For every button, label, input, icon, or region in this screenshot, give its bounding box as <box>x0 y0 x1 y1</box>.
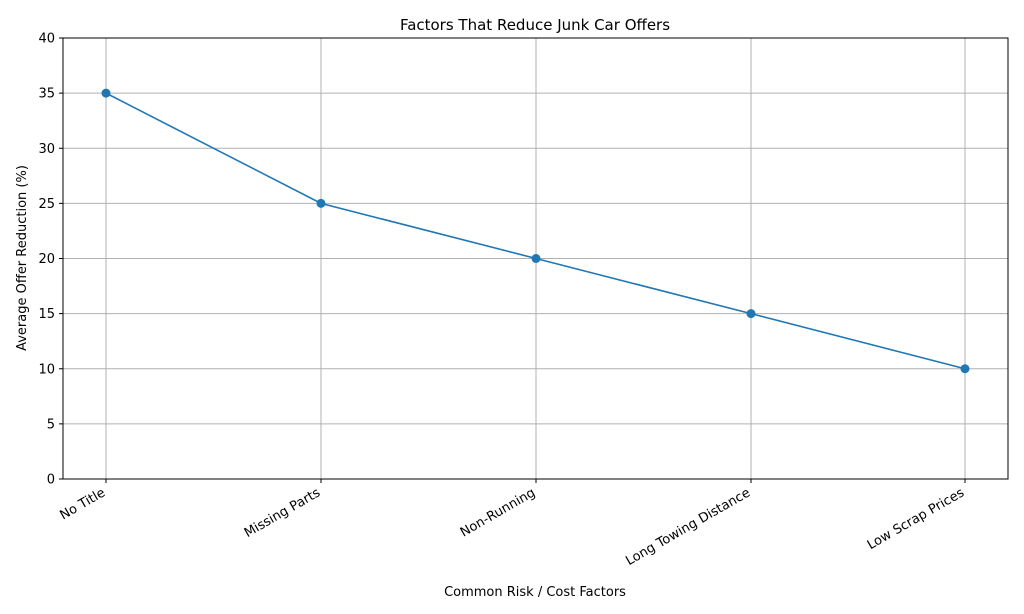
chart-title: Factors That Reduce Junk Car Offers <box>400 16 670 34</box>
y-tick-label: 5 <box>47 417 55 432</box>
x-tick-label: Low Scrap Prices <box>865 485 967 553</box>
data-point-marker <box>316 198 326 208</box>
data-series <box>101 88 970 374</box>
x-tick-label: Non-Running <box>458 485 538 540</box>
y-tick-label: 25 <box>38 197 55 212</box>
data-point-marker <box>531 254 541 263</box>
data-point-marker <box>101 88 111 98</box>
y-axis-label: Average Offer Reduction (%) <box>15 165 30 351</box>
x-tick-label: Long Towing Distance <box>623 485 753 568</box>
y-tick-label: 20 <box>38 252 55 267</box>
y-tick-label: 30 <box>38 142 55 157</box>
x-axis-label: Common Risk / Cost Factors <box>444 585 626 600</box>
x-tick-label: Missing Parts <box>242 485 323 541</box>
x-tick-label: No Title <box>57 485 108 523</box>
y-tick-label: 35 <box>38 87 55 102</box>
y-tick-label: 15 <box>38 307 55 322</box>
y-tick-label: 0 <box>47 473 55 488</box>
y-tick-label: 10 <box>38 362 55 377</box>
data-point-marker <box>960 364 970 374</box>
data-point-marker <box>746 309 756 319</box>
y-axis-ticks: 0 5 10 15 20 25 30 35 40 <box>38 32 63 488</box>
y-tick-label: 40 <box>38 32 55 47</box>
x-axis-ticks: No Title Missing Parts Non-Running Long Tow… <box>57 479 967 569</box>
